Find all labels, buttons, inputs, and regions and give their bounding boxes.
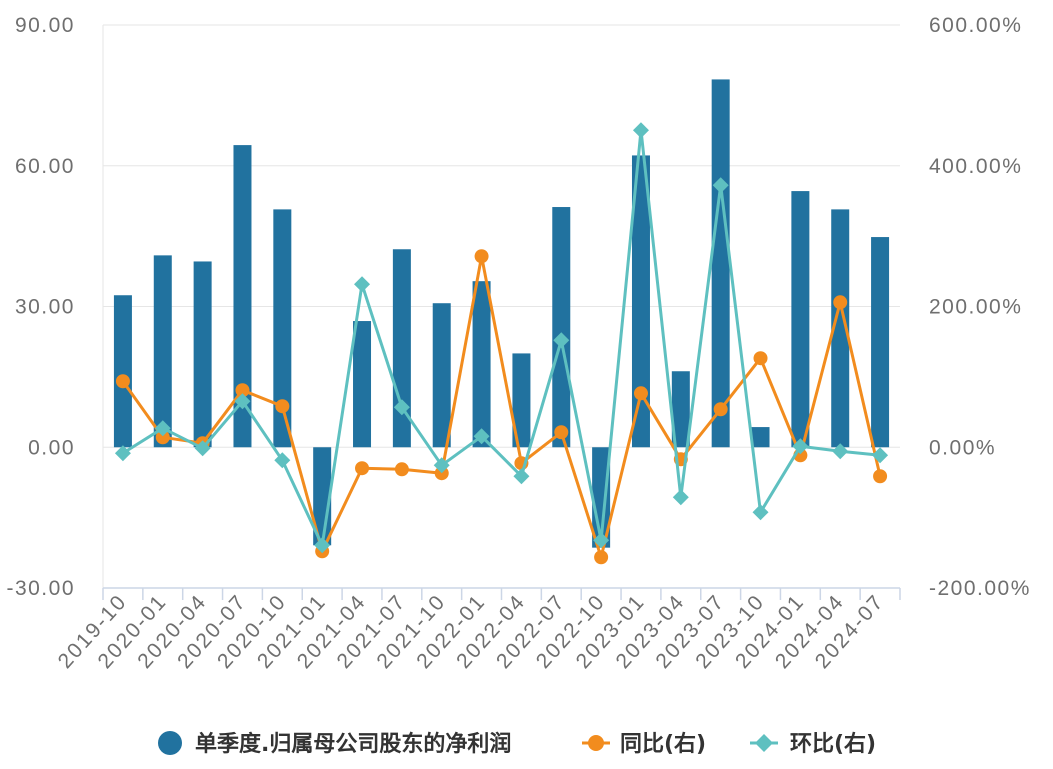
yoy-point bbox=[873, 469, 888, 484]
legend-item-net-profit[interactable]: 单季度.归属母公司股东的净利润 bbox=[158, 731, 511, 757]
net-profit-bar bbox=[791, 191, 810, 448]
qoq-point bbox=[274, 452, 291, 469]
qoq-point bbox=[872, 447, 889, 464]
yoy-line bbox=[121, 254, 882, 559]
y-right-tick-label: 400.00% bbox=[929, 155, 1022, 178]
qoq-point bbox=[593, 532, 610, 549]
yoy-point bbox=[155, 430, 170, 445]
y-right-tick-label: 0.00% bbox=[929, 436, 996, 459]
yoy-series bbox=[115, 249, 888, 565]
y-right-tick-label: -200.00% bbox=[929, 577, 1031, 600]
legend-marker-yoy bbox=[588, 735, 604, 751]
y-left-tick-label: -30.00 bbox=[6, 577, 75, 600]
yoy-point bbox=[115, 374, 130, 389]
yoy-point bbox=[235, 383, 250, 398]
net-profit-bar bbox=[233, 145, 252, 448]
net-profit-bar bbox=[711, 79, 730, 448]
qoq-point bbox=[354, 276, 371, 293]
yoy-point bbox=[753, 351, 768, 366]
plot-grid bbox=[102, 24, 900, 588]
net-profit-bar bbox=[273, 209, 292, 448]
net-profit-bar bbox=[512, 353, 531, 448]
yoy-point bbox=[355, 461, 370, 476]
legend-marker-qoq bbox=[755, 734, 773, 752]
net-profit-bar bbox=[153, 255, 172, 448]
net-profit-bar bbox=[552, 207, 571, 448]
y-axis-right-labels: 600.00% 400.00% 200.00% 0.00% -200.00% bbox=[929, 14, 1031, 600]
yoy-point bbox=[713, 402, 728, 417]
legend-item-yoy[interactable]: 同比(右) bbox=[582, 732, 706, 757]
qoq-point bbox=[672, 489, 689, 506]
yoy-point bbox=[275, 399, 290, 414]
x-axis-labels: 2019-102020-012020-042020-072020-102021-… bbox=[54, 590, 889, 673]
qoq-point bbox=[194, 440, 211, 457]
net-profit-bar bbox=[193, 261, 212, 448]
qoq-point bbox=[393, 399, 410, 416]
net-profit-bar bbox=[113, 295, 132, 448]
y-left-tick-label: 0.00 bbox=[28, 436, 75, 459]
series-lines bbox=[114, 122, 889, 565]
y-right-tick-label: 200.00% bbox=[929, 296, 1022, 319]
legend-item-qoq[interactable]: 环比(右) bbox=[750, 732, 876, 757]
y-left-tick-label: 90.00 bbox=[15, 14, 75, 37]
qoq-point bbox=[792, 438, 809, 455]
yoy-point bbox=[594, 550, 609, 565]
qoq-point bbox=[553, 332, 570, 349]
qoq-point bbox=[712, 177, 729, 194]
net-profit-bar bbox=[871, 237, 890, 448]
qoq-line bbox=[121, 128, 882, 547]
qoq-point bbox=[752, 504, 769, 521]
y-left-tick-label: 30.00 bbox=[15, 296, 75, 319]
legend-label-qoq: 环比(右) bbox=[790, 732, 876, 757]
x-axis bbox=[102, 587, 901, 600]
qoq-point bbox=[433, 457, 450, 474]
legend-marker-net-profit bbox=[158, 731, 182, 755]
net-profit-bar bbox=[831, 209, 850, 448]
qoq-series bbox=[114, 122, 889, 554]
qoq-point bbox=[154, 420, 171, 437]
legend: 单季度.归属母公司股东的净利润 同比(右) 环比(右) bbox=[158, 731, 876, 757]
yoy-point bbox=[633, 386, 648, 401]
qoq-point bbox=[832, 443, 849, 460]
qoq-point bbox=[473, 428, 490, 445]
legend-label-net-profit: 单季度.归属母公司股东的净利润 bbox=[195, 731, 511, 757]
y-right-tick-label: 600.00% bbox=[929, 14, 1022, 37]
yoy-point bbox=[554, 425, 569, 440]
y-left-tick-label: 60.00 bbox=[15, 155, 75, 178]
qoq-point bbox=[632, 122, 649, 139]
net-profit-bar bbox=[472, 281, 491, 448]
net-profit-bar bbox=[671, 371, 690, 448]
qoq-point bbox=[314, 537, 331, 554]
yoy-point bbox=[394, 462, 409, 477]
yoy-point bbox=[833, 295, 848, 310]
qoq-point bbox=[513, 468, 530, 485]
net-profit-bar bbox=[631, 155, 650, 448]
net-profit-bar bbox=[432, 303, 451, 448]
y-axis-left-labels: 90.00 60.00 30.00 0.00 -30.00 bbox=[6, 14, 75, 600]
yoy-point bbox=[474, 249, 489, 264]
bars bbox=[113, 79, 890, 548]
qoq-point bbox=[234, 393, 251, 410]
legend-label-yoy: 同比(右) bbox=[620, 732, 706, 757]
qoq-point bbox=[114, 445, 131, 462]
net-profit-bar bbox=[353, 321, 372, 448]
net-profit-bar bbox=[751, 427, 770, 448]
